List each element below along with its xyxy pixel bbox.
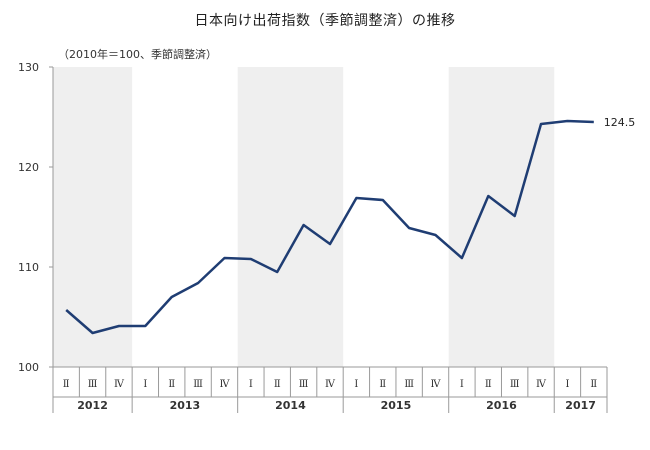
quarter-label: Ⅳ — [431, 379, 442, 390]
quarter-label: Ⅰ — [460, 379, 464, 390]
year-label: 2013 — [170, 399, 201, 412]
unit-note: （2010年＝100、季節調整済） — [58, 48, 217, 61]
quarter-label: Ⅳ — [114, 379, 125, 390]
quarter-label: Ⅰ — [249, 379, 253, 390]
year-label: 2015 — [381, 399, 412, 412]
y-axis-ticks: 100 110 120 130 — [18, 61, 53, 374]
quarter-label: Ⅲ — [193, 379, 203, 390]
quarter-label: Ⅰ — [565, 379, 569, 390]
year-label: 2017 — [565, 399, 596, 412]
quarter-label: Ⅳ — [536, 379, 547, 390]
quarter-label: Ⅰ — [354, 379, 358, 390]
year-label: 2016 — [486, 399, 517, 412]
quarter-label: Ⅲ — [299, 379, 309, 390]
quarter-label: Ⅱ — [168, 379, 175, 390]
quarter-label: Ⅱ — [590, 379, 597, 390]
end-value-label: 124.5 — [604, 116, 636, 129]
axes — [52, 67, 607, 368]
quarter-label: Ⅱ — [379, 379, 386, 390]
quarter-label: Ⅰ — [143, 379, 147, 390]
y-tick-label: 110 — [18, 261, 39, 274]
quarter-label: Ⅲ — [88, 379, 98, 390]
chart-title: 日本向け出荷指数（季節調整済）の推移 — [194, 13, 456, 29]
year-shading — [53, 67, 555, 367]
quarter-label: Ⅱ — [63, 379, 70, 390]
quarter-label: Ⅳ — [325, 379, 336, 390]
y-tick-label: 130 — [18, 61, 39, 74]
shade-band-2016 — [448, 67, 555, 367]
year-label: 2014 — [275, 399, 306, 412]
x-axis-labels: Ⅱ Ⅲ Ⅳ 2012 Ⅰ Ⅱ Ⅲ Ⅳ 2013 Ⅰ Ⅱ Ⅲ Ⅳ 2014 Ⅰ Ⅱ Ⅲ Ⅳ 2015 Ⅰ Ⅱ Ⅲ Ⅳ 2016 Ⅰ… — [52, 367, 608, 413]
quarter-label: Ⅱ — [274, 379, 281, 390]
year-label: 2012 — [77, 399, 108, 412]
series-line — [65, 119, 594, 335]
y-tick-label: 120 — [18, 161, 39, 174]
quarter-label: Ⅳ — [219, 379, 230, 390]
shade-band-2012 — [53, 67, 133, 367]
shade-band-2014 — [237, 67, 344, 367]
quarter-label: Ⅱ — [485, 379, 492, 390]
y-tick-label: 100 — [18, 361, 39, 374]
quarter-label: Ⅲ — [404, 379, 414, 390]
quarter-label: Ⅲ — [510, 379, 520, 390]
